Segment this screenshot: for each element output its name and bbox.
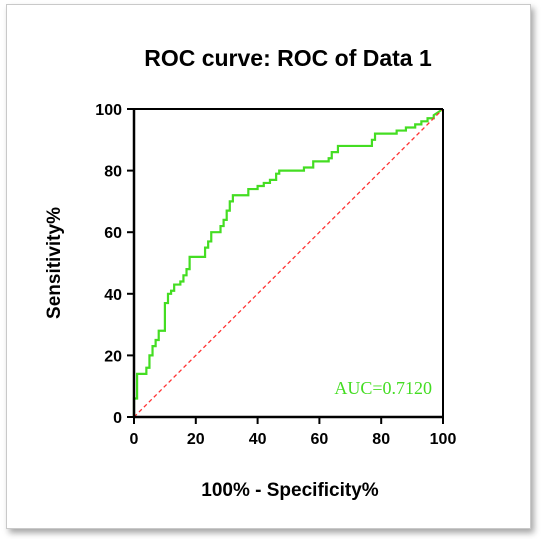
x-tick-label: 100 [430,431,457,448]
y-tick-label: 60 [104,225,122,242]
y-tick-label: 40 [104,287,122,304]
x-tick-label: 0 [130,431,139,448]
auc-annotation: AUC=0.7120 [334,378,432,398]
y-tick-label: 100 [95,102,122,119]
x-tick-label: 40 [249,431,267,448]
chart-title: ROC curve: ROC of Data 1 [144,45,432,71]
y-tick-label: 0 [113,410,122,427]
x-axis-label: 100% - Specificity% [201,480,379,501]
roc-curve-line [132,108,444,417]
y-tick-label: 80 [104,164,122,181]
y-tick-label: 20 [104,348,122,365]
x-tick-label: 60 [311,431,329,448]
x-tick-label: 80 [372,431,390,448]
y-axis-label: Sensitivity% [44,207,65,319]
x-tick-label: 20 [187,431,205,448]
reference-diagonal-line [133,108,444,418]
